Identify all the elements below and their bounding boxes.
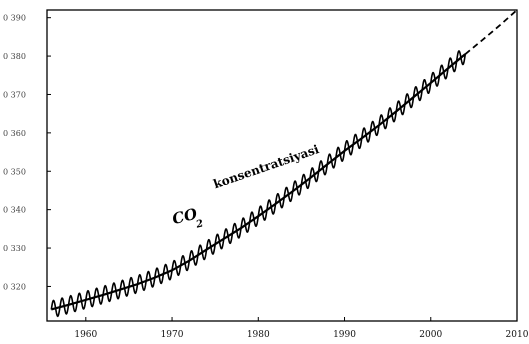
y-tick-label: 0 320 <box>3 282 26 291</box>
y-tick-label: 0 340 <box>3 206 26 215</box>
co2-projection-line <box>464 9 518 55</box>
axis-ticks <box>47 17 518 321</box>
y-tick-labels: 0 390 0 380 0 370 0 360 0 350 0 340 0 330 0 320 <box>3 14 26 292</box>
y-tick-label: 0 330 <box>3 244 26 253</box>
y-tick-label: 0 380 <box>3 52 26 61</box>
x-tick-label: 1980 <box>247 330 270 340</box>
co2-seasonal-line <box>50 50 467 318</box>
plot-frame <box>46 9 518 322</box>
co2-trend-line <box>51 53 466 311</box>
series-group <box>50 9 518 318</box>
y-tick-label: 0 370 <box>3 90 26 99</box>
x-tick-label: 2010 <box>506 330 529 340</box>
x-tick-label: 1970 <box>161 330 184 340</box>
y-tick-label: 0 350 <box>3 167 26 176</box>
y-tick-label: 0 390 <box>3 14 26 23</box>
x-tick-labels: 1960 1970 1980 1990 2000 2010 <box>74 330 528 340</box>
x-tick-label: 2000 <box>419 330 442 340</box>
y-tick-label: 0 360 <box>3 129 26 138</box>
x-tick-label: 1990 <box>333 330 356 340</box>
x-tick-label: 1960 <box>74 330 97 340</box>
co2-annotation-label: CO <box>170 205 199 229</box>
concentration-annotation-label: konsentratsiyasi <box>212 142 322 191</box>
co2-subscript-label: 2 <box>194 218 204 231</box>
